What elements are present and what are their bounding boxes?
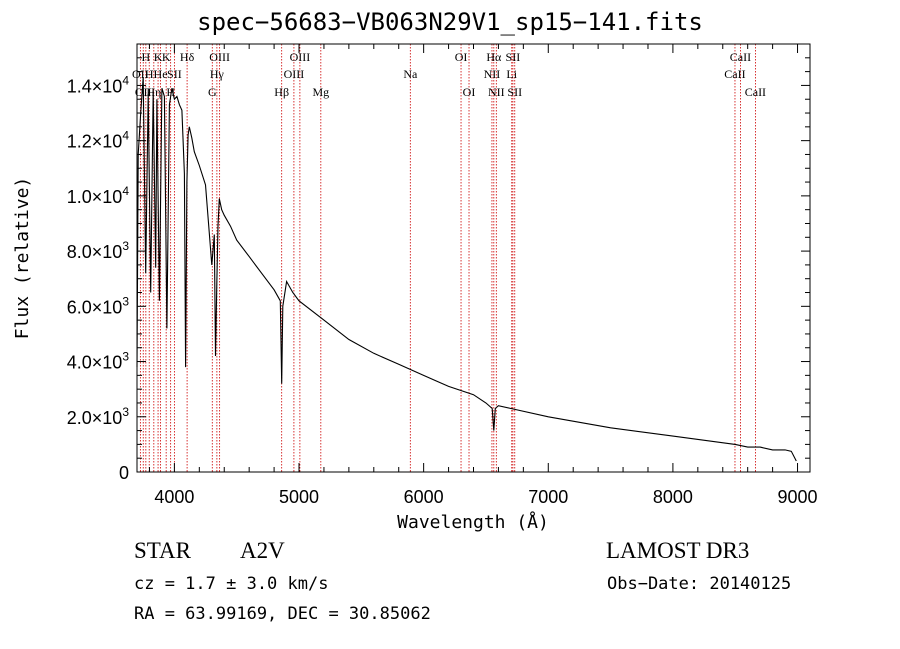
spectral-line-label: Na [403,67,418,81]
spectral-line-label: G [208,85,217,99]
spectral-line-label: K [154,50,163,64]
y-axis-label: Flux (relative) [12,177,33,340]
x-tick-label: 5000 [279,487,319,507]
y-tick-exponent: 3 [122,239,129,253]
x-tick-label: 9000 [778,487,818,507]
y-tick-exponent: 3 [122,294,129,308]
spectral-line-label: OIII [290,50,311,64]
spectral-line-label: Hη [146,85,161,99]
spectral-line-label: H [166,85,175,99]
spectral-line-label: He [154,67,168,81]
observation-date: Obs−Date: 20140125 [607,574,792,594]
spectral-line-label: OI [455,50,468,64]
spectral-line-label: CaII [745,85,766,99]
object-class: STAR [134,538,191,563]
spectral-line-label: SII [167,67,182,81]
spectral-line-label: NII [488,85,505,99]
y-tick-label: 1.2×104 [67,129,130,152]
y-tick-exponent: 4 [122,129,129,143]
spectral-line-label: SII [506,50,521,64]
x-tick-label: 6000 [404,487,444,507]
x-axis-label: Wavelength (Å) [397,511,549,533]
y-tick-exponent: 3 [122,405,129,419]
spectral-line-label: H [145,67,154,81]
spectral-line-label: CaII [724,67,745,81]
chart-title: spec−56683−VB063N29V1_sp15−141.fits [197,8,703,36]
y-tick-label: 0 [119,463,129,483]
x-tick-label: 8000 [653,487,693,507]
spectral-line-label: Li [506,67,517,81]
spectrum-line [136,77,797,462]
spectral-line-label: OIII [284,67,305,81]
spectral-line-label: Hα [486,50,502,64]
y-tick-label: 1.4×104 [67,73,130,96]
spectral-line-label: Hδ [180,50,195,64]
y-tick-label: 8.0×103 [67,239,130,262]
spectral-line-label: H [142,50,151,64]
line-labels-layer: OIIOIIHHHηKHeKHSIIHδGHγOIIIHβOIIIOIIIMgN… [132,50,766,99]
y-tick-label: 4.0×103 [67,350,130,373]
x-axis: 4000 5000 6000 7000 8000 9000 [148,44,818,507]
spectral-line-label: SII [507,85,522,99]
spectral-line-label: Hγ [210,67,225,81]
spectral-line-label: NII [484,67,501,81]
spectral-line-label: Hβ [274,85,289,99]
survey-name: LAMOST DR3 [606,538,750,563]
spectral-line-label: OI [463,85,476,99]
x-tick-label: 7000 [528,487,568,507]
coordinates: RA = 63.99169, DEC = 30.85062 [134,604,431,624]
emission-lines-layer [139,44,756,472]
y-tick-exponent: 4 [122,73,129,87]
object-subclass: A2V [240,538,285,563]
spectral-line-label: CaII [730,50,751,64]
spectral-line-label: Mg [312,85,329,99]
y-tick-label: 6.0×103 [67,294,130,317]
plot-frame [136,43,811,473]
y-tick-exponent: 3 [122,350,129,364]
redshift-velocity: cz = 1.7 ± 3.0 km/s [134,574,329,594]
y-axis: 0 2.0×103 4.0×103 6.0×103 8.0×103 1.0×104 1.2×… [67,57,810,483]
y-tick-label: 2.0×103 [67,405,130,428]
x-tick-label: 4000 [154,487,194,507]
spectral-line-label: OIII [209,50,230,64]
spectral-line-label: K [162,50,171,64]
y-tick-exponent: 4 [122,184,129,198]
y-tick-label: 1.0×104 [67,184,130,207]
spectral-line-label: OII [132,67,149,81]
spectral-line-label: OII [135,85,152,99]
